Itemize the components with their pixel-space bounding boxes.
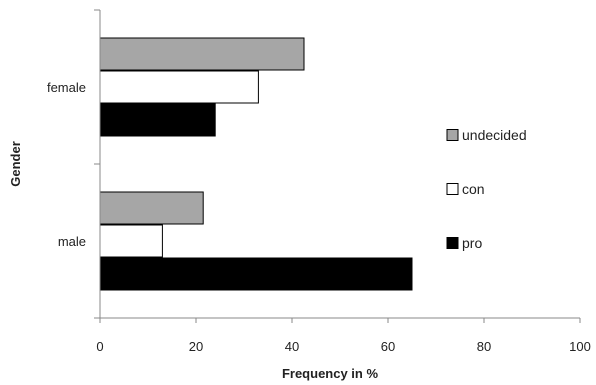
x-ticks-group: 0 20 40 60 80 100 [96,318,591,354]
x-tick-label-80: 80 [477,339,491,354]
y-axis-title: Gender [8,141,23,187]
bars-group [99,37,413,291]
legend-swatch-undecided [446,129,459,141]
x-tick-label-60: 60 [381,339,395,354]
bar-female-con [99,70,259,104]
legend-label-undecided: undecided [462,127,527,143]
x-tick-label-100: 100 [569,339,591,354]
category-label-female: female [47,80,86,95]
bar-male-con [99,224,163,258]
x-tick-label-0: 0 [96,339,103,354]
legend: undecided con pro [446,127,527,251]
legend-swatch-con [446,183,459,195]
y-ticks-group [94,9,100,319]
legend-label-pro: pro [462,235,482,251]
x-axis-title: Frequency in % [282,366,379,381]
bar-female-pro [99,103,216,137]
bar-male-undecided [99,191,204,225]
category-label-male: male [58,234,86,249]
legend-swatch-pro [446,237,459,249]
bar-female-undecided [99,37,305,71]
legend-label-con: con [462,181,485,197]
x-tick-label-20: 20 [189,339,203,354]
x-tick-label-40: 40 [285,339,299,354]
bar-male-pro [99,257,413,291]
category-labels-group: female male [47,80,86,249]
